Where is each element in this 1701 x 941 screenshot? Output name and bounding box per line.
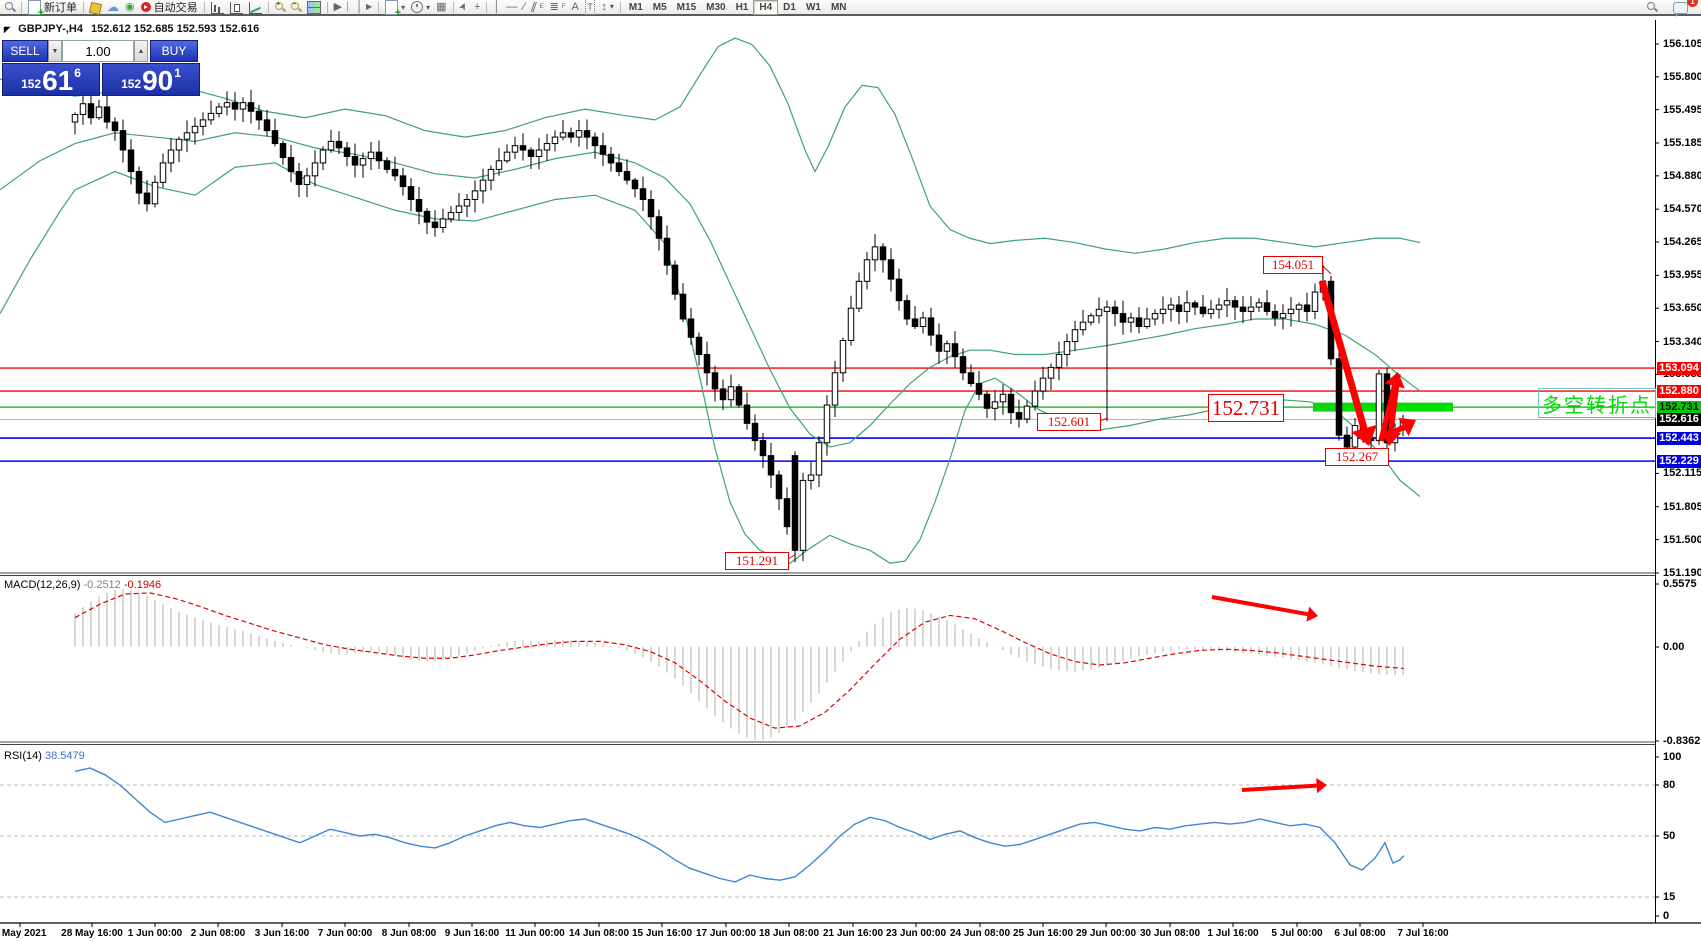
buy-button[interactable]: BUY	[150, 40, 198, 62]
chart-shift-button[interactable]: │ ▶	[356, 1, 373, 13]
text-label-button[interactable]: T	[582, 0, 599, 15]
autotrading-icon	[140, 2, 151, 12]
publish-button[interactable]: ☁	[104, 0, 122, 15]
zoom-out-button[interactable]: −	[288, 0, 304, 15]
auto-scroll-button[interactable]: ▶ │	[333, 1, 351, 13]
volume-increase-button[interactable]: ▲	[134, 40, 148, 62]
vertical-line-button[interactable]: │	[493, 1, 501, 13]
line-chart-icon	[248, 2, 262, 14]
timeframe-m30[interactable]: M30	[706, 1, 726, 13]
fibonacci-button[interactable]: ≣ F	[549, 1, 566, 13]
sell-button[interactable]: SELL	[2, 40, 48, 62]
timeframe-h4[interactable]: H4	[753, 0, 779, 15]
periods-button[interactable]: ▾	[408, 0, 433, 15]
templates-button[interactable]: ▦	[436, 1, 447, 13]
cursor-button[interactable]: ➤	[456, 0, 471, 13]
tile-windows-button[interactable]	[304, 0, 324, 15]
buy-price[interactable]: 152 90 1	[102, 63, 200, 96]
new-order-icon	[28, 0, 44, 19]
timeframe-d1[interactable]: D1	[783, 1, 796, 13]
cloud-icon: ☁	[107, 0, 119, 14]
text-button[interactable]: A	[571, 1, 579, 13]
indicators-icon	[385, 0, 401, 19]
autotrading-label: 自动交易	[153, 2, 198, 14]
search-button[interactable]	[1644, 0, 1660, 15]
timeframe-m1[interactable]: M1	[628, 1, 643, 13]
trendline-button[interactable]: ∕	[523, 1, 526, 13]
main-toolbar: 新订单 ☁ ◉ 自动交易 + − ▶│ │▶ ▾ ▾ ▦ ➤ + │ — ∕ ∥…	[0, 0, 1701, 19]
ohlc-values: 152.612 152.685 152.593 152.616	[90, 23, 260, 35]
autotrading-button[interactable]: 自动交易	[138, 0, 201, 15]
notification-badge: 1	[1687, 0, 1698, 7]
paint-bucket-icon	[88, 1, 103, 16]
chart-title: ◤ GBPJPY-,H4 152.612 152.685 152.593 152…	[4, 23, 259, 35]
new-order-label: 新订单	[44, 2, 77, 14]
sell-price[interactable]: 152 61 6	[2, 63, 100, 96]
crosshair-button[interactable]: +	[473, 1, 481, 13]
tile-windows-icon	[306, 0, 321, 14]
candlestick-chart-icon	[229, 2, 243, 14]
timeframe-m15[interactable]: M15	[676, 1, 697, 13]
chat-button[interactable]: 1	[1670, 0, 1698, 17]
timeframe-mn[interactable]: MN	[830, 1, 847, 13]
candlestick-chart-button[interactable]	[227, 0, 246, 15]
symbol-period-label: GBPJPY-,H4	[18, 23, 83, 35]
indicators-button[interactable]: ▾	[382, 0, 408, 19]
timeframe-m5[interactable]: M5	[652, 1, 667, 13]
clock-icon	[411, 1, 424, 13]
bar-chart-button[interactable]	[208, 0, 227, 15]
volume-input[interactable]	[62, 40, 134, 62]
timeframe-h1[interactable]: H1	[735, 1, 749, 13]
line-chart-button[interactable]	[246, 0, 265, 15]
chat-icon	[1673, 1, 1688, 17]
timeframe-bar: M1 M5 M15 M30 H1 H4 D1 W1 MN	[624, 0, 852, 15]
collapse-triangle-icon[interactable]: ◤	[4, 24, 11, 34]
volume-decrease-button[interactable]: ▼	[48, 40, 62, 62]
signals-button[interactable]: ◉	[122, 0, 138, 15]
new-order-button[interactable]: 新订单	[25, 0, 80, 19]
horizontal-line-button[interactable]: —	[506, 1, 518, 13]
zoom-in-button[interactable]: +	[272, 0, 288, 15]
search-icon	[1647, 2, 1657, 12]
styler-button[interactable]	[87, 0, 104, 16]
timeframe-w1[interactable]: W1	[805, 1, 821, 13]
bar-chart-icon	[210, 2, 224, 14]
signal-icon: ◉	[125, 1, 135, 13]
market-watch-icon[interactable]	[2, 0, 18, 15]
channel-button[interactable]: ∥ E	[529, 0, 544, 14]
arrows-button[interactable]: ↕ ▾	[601, 1, 614, 13]
